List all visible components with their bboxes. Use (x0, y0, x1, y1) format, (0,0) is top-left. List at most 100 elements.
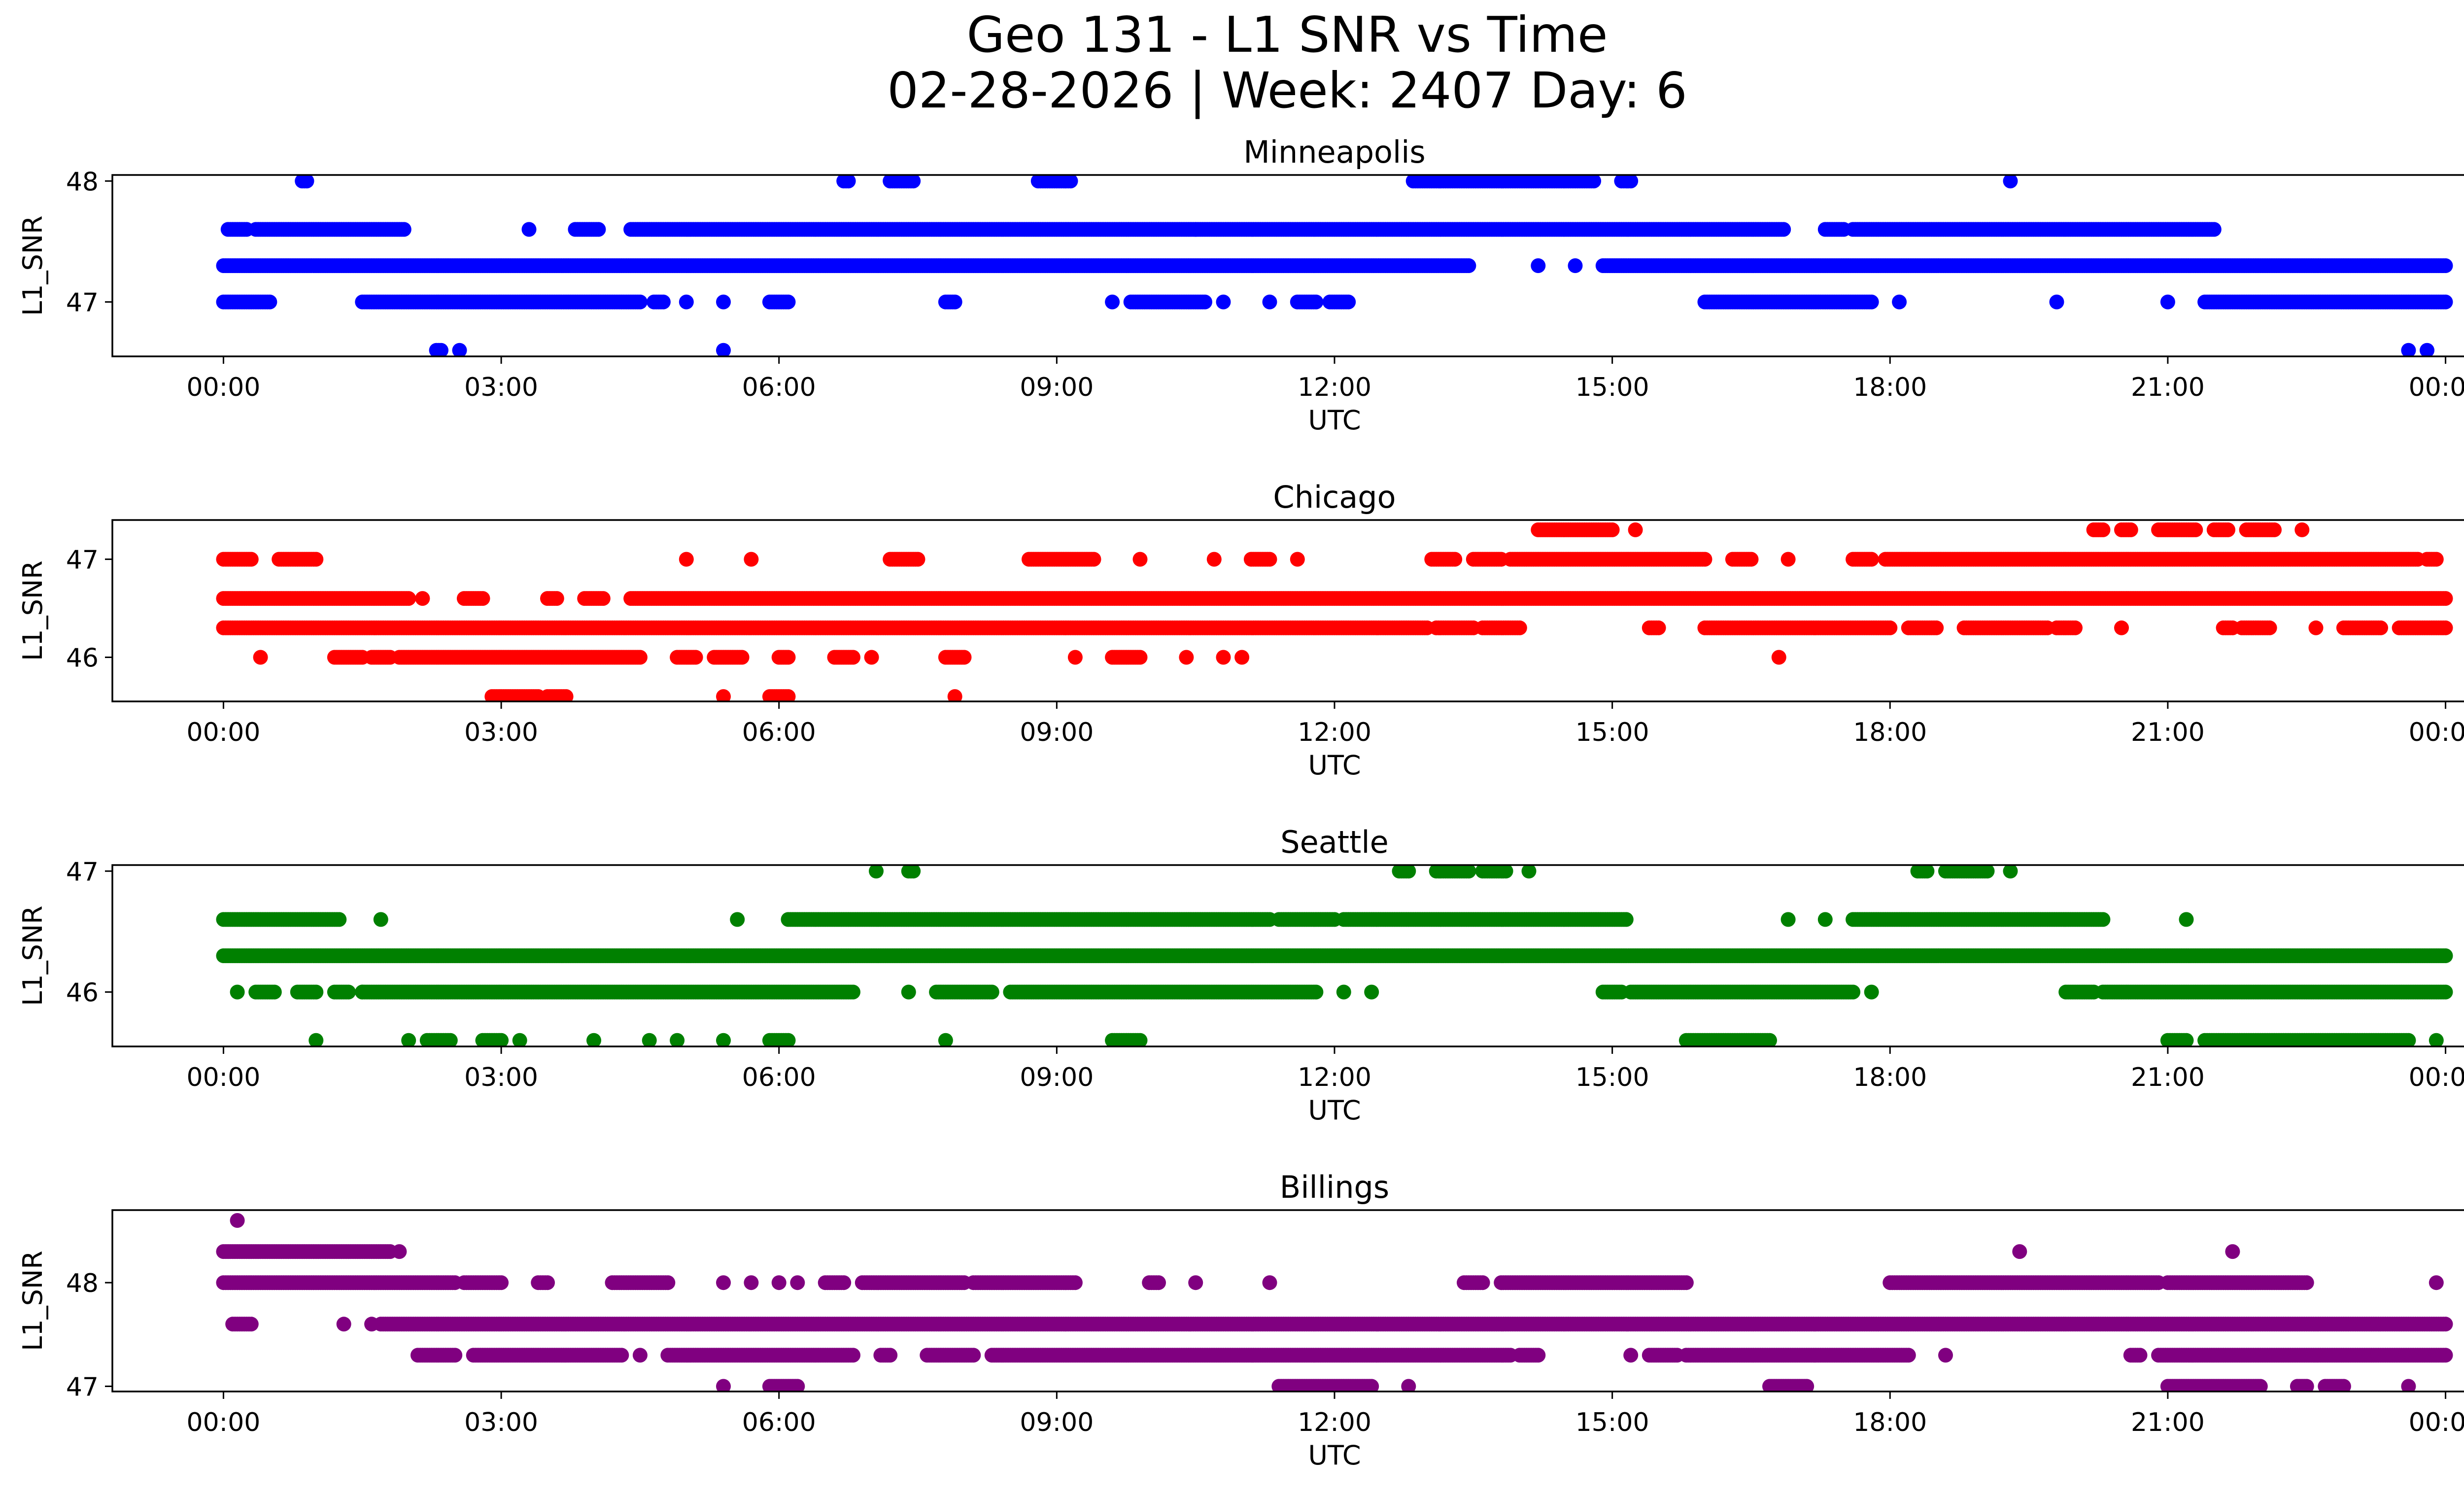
data-point (1067, 650, 1083, 665)
data-point (781, 294, 796, 310)
x-tick-label: 12:00 (1298, 718, 1371, 747)
data-point (2267, 522, 2282, 537)
data-point (1262, 552, 1277, 567)
data-point (591, 222, 606, 237)
data-point (558, 689, 574, 701)
data-point (1776, 222, 1791, 237)
data-point (2206, 222, 2222, 237)
subplot-title: Seattle (1280, 824, 1388, 860)
data-point (1512, 620, 1527, 635)
data-point (332, 912, 347, 927)
x-tick-label: 00:00 (187, 718, 261, 747)
data-point (1498, 865, 1513, 879)
data-point (2221, 522, 2235, 537)
data-point (1882, 620, 1898, 635)
data-point (1234, 650, 1250, 665)
x-tick-label: 09:00 (1020, 718, 1094, 747)
x-tick-label: 15:00 (1575, 373, 1649, 402)
data-point (716, 294, 731, 310)
data-point (2160, 294, 2175, 310)
data-point (947, 689, 962, 701)
data-point (655, 294, 671, 310)
data-point (253, 650, 268, 665)
x-tick-label: 00:00 (2409, 373, 2464, 402)
data-point (679, 552, 694, 567)
figure-title-line-2: 02-28-2026 | Week: 2407 Day: 6 (887, 62, 1687, 119)
x-tick-label: 21:00 (2131, 718, 2205, 747)
data-point (957, 650, 972, 665)
y-axis-label: L1_SNR (17, 560, 48, 661)
data-point (1063, 175, 1078, 189)
data-point (595, 591, 611, 606)
y-axis-label: L1_SNR (17, 215, 48, 316)
figure-title-line-1: Geo 131 - L1 SNR vs Time (967, 6, 1608, 64)
data-point (632, 650, 648, 665)
y-tick-label: 47 (66, 546, 99, 575)
x-tick-label: 12:00 (1298, 373, 1371, 402)
data-point (1651, 620, 1666, 635)
data-point (299, 175, 314, 189)
x-tick-label: 18:00 (1853, 718, 1927, 747)
x-tick-label: 21:00 (2131, 373, 2205, 402)
data-point (947, 294, 962, 310)
data-point (243, 552, 259, 567)
x-tick-label: 18:00 (1853, 373, 1927, 402)
data-point (1262, 294, 1277, 310)
data-point (434, 343, 448, 356)
data-point (396, 222, 411, 237)
data-point (2373, 620, 2388, 635)
subplot-title: Minneapolis (1243, 134, 1426, 170)
x-tick-label: 06:00 (742, 373, 816, 402)
subplots: Minneapolis 00:00 03:00 06:00 09:00 12:00 15:0… (17, 134, 2464, 1471)
data-point (906, 865, 921, 879)
data-point (2438, 294, 2453, 310)
data-point (2123, 522, 2138, 537)
data-point (1628, 522, 1643, 537)
data-point (2438, 591, 2453, 606)
x-tick-label: 15:00 (1575, 718, 1649, 747)
data-point (2188, 522, 2203, 537)
data-point (744, 552, 759, 567)
x-axis-label: UTC (1308, 750, 1361, 781)
data-point (1864, 552, 1879, 567)
data-point (1929, 620, 1944, 635)
data-point (781, 689, 796, 701)
series-points (216, 522, 2453, 701)
data-point (1216, 294, 1231, 310)
data-point (679, 294, 694, 310)
y-tick-label: 48 (66, 167, 99, 197)
data-point (1531, 258, 1546, 273)
data-point (864, 650, 879, 665)
data-point (1623, 175, 1639, 189)
series-points (216, 865, 2453, 1046)
data-point (906, 175, 921, 189)
data-point (781, 650, 796, 665)
data-point (1780, 552, 1796, 567)
data-point (841, 175, 856, 189)
data-point (1697, 552, 1712, 567)
data-point (415, 591, 430, 606)
data-point (1864, 294, 1879, 310)
data-point (262, 294, 277, 310)
x-tick-label: 00:00 (2409, 718, 2464, 747)
data-point (521, 222, 537, 237)
data-point (1605, 522, 1620, 537)
data-point (1216, 650, 1231, 665)
data-point (716, 343, 731, 356)
data-point (1568, 258, 1583, 273)
data-point (1461, 865, 1476, 879)
data-point (1521, 865, 1537, 879)
data-point (734, 650, 750, 665)
data-point (846, 650, 860, 665)
y-tick-label: 46 (66, 643, 99, 673)
x-axis-label: UTC (1308, 405, 1361, 436)
x-tick-label: 09:00 (1020, 373, 1094, 402)
data-point (308, 552, 324, 567)
data-point (2420, 343, 2434, 356)
data-point (1771, 650, 1786, 665)
x-tick-label: 03:00 (464, 373, 538, 402)
data-point (1086, 552, 1101, 567)
